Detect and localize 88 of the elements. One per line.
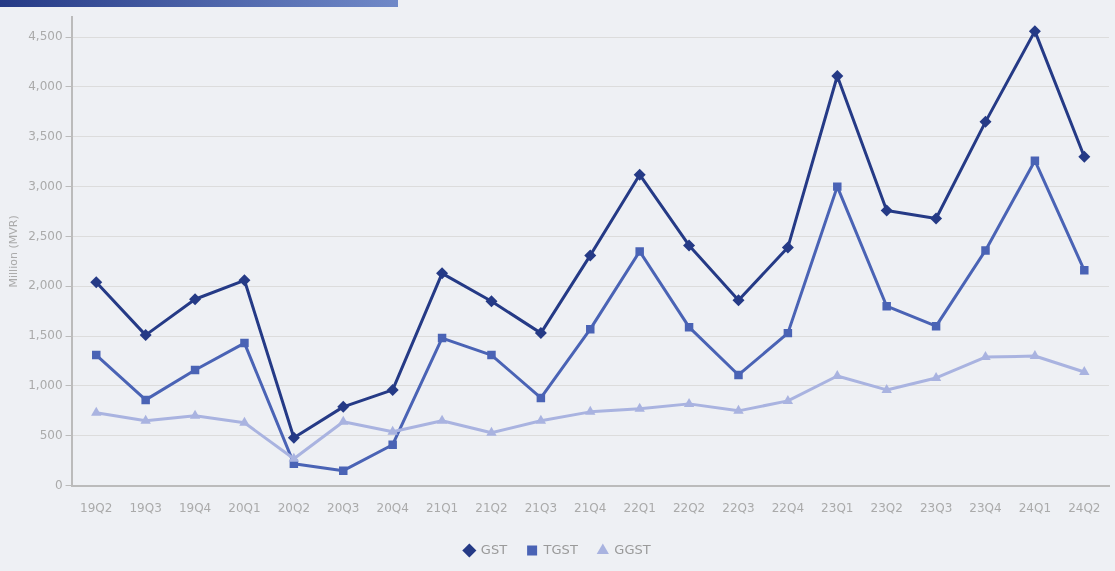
y-tick-label: 1,500 (28, 328, 63, 343)
x-tick-label: 23Q1 (821, 500, 854, 515)
point (584, 249, 597, 262)
y-tick-label: 500 (39, 427, 63, 442)
y-tick-label: 2,500 (28, 228, 63, 243)
point (140, 414, 151, 424)
x-tick-label: 21Q1 (425, 500, 459, 515)
point (436, 267, 449, 280)
point (586, 324, 595, 334)
point (90, 276, 103, 289)
x-tick-label: 22Q4 (771, 500, 805, 515)
point (634, 402, 645, 412)
y-tick-label: 4,500 (28, 29, 63, 44)
x-tick-label: 22Q2 (672, 500, 706, 515)
point (732, 294, 745, 307)
point (238, 274, 251, 287)
x-tick-label: 20Q2 (277, 500, 311, 515)
point (782, 394, 794, 404)
x-tick-label: 19Q4 (178, 500, 212, 515)
y-tick-label: 3,000 (28, 178, 63, 193)
y-tick-label: 1,000 (28, 378, 63, 393)
x-tick-label: 24Q2 (1068, 500, 1101, 515)
legend-label: TGST (542, 541, 578, 557)
point (880, 204, 893, 217)
point (535, 414, 547, 424)
point (485, 295, 498, 308)
point (683, 239, 696, 252)
x-tick-label: 23Q4 (969, 500, 1002, 515)
y-tick-label: 0 (54, 477, 63, 492)
point (683, 397, 695, 407)
point (882, 301, 891, 311)
point (981, 246, 990, 255)
point (881, 383, 892, 393)
point (1080, 266, 1089, 275)
point (633, 168, 646, 181)
point (240, 338, 249, 348)
point (387, 425, 398, 435)
x-tick-label: 20Q4 (376, 500, 409, 515)
point (1030, 156, 1040, 165)
legend-label: GGST (614, 541, 651, 557)
point (832, 369, 843, 379)
point (585, 405, 596, 415)
point (239, 416, 250, 426)
point (139, 329, 152, 342)
y-tick-label: 3,500 (28, 128, 63, 143)
point (287, 431, 300, 444)
point (1078, 150, 1091, 163)
x-tick-label: 23Q3 (919, 500, 953, 515)
point (1028, 25, 1041, 38)
x-tick-label: 22Q1 (623, 500, 656, 515)
point (833, 182, 842, 191)
point (1079, 365, 1090, 375)
point (635, 247, 644, 256)
point (733, 404, 744, 414)
x-tick-label: 20Q1 (228, 500, 261, 515)
x-tick-label: 19Q2 (80, 500, 113, 515)
point (487, 350, 496, 360)
x-tick-label: 24Q1 (1018, 500, 1052, 515)
point (486, 426, 497, 436)
point (831, 70, 844, 82)
point (339, 466, 348, 475)
point (386, 383, 399, 396)
point (189, 293, 202, 306)
point (141, 395, 150, 405)
point (534, 327, 547, 340)
x-tick-label: 21Q4 (574, 500, 607, 515)
point (337, 400, 350, 413)
point (734, 370, 743, 380)
x-tick-label: 22Q3 (722, 500, 755, 515)
x-tick-label: 20Q3 (327, 500, 360, 515)
point (781, 241, 794, 254)
point (930, 212, 943, 225)
y-tick-label: 4,000 (28, 79, 63, 94)
x-tick-label: 21Q2 (475, 500, 508, 515)
legend-label: GST (480, 541, 508, 557)
y-tick-label: 2,000 (28, 278, 63, 293)
x-tick-label: 23Q2 (870, 500, 903, 515)
point (189, 409, 201, 419)
point (288, 452, 300, 462)
point (979, 115, 992, 128)
point (436, 414, 448, 424)
point (338, 415, 349, 425)
point (930, 371, 942, 381)
y-axis-title: Million (MVR) (7, 215, 21, 288)
point (91, 406, 102, 416)
x-tick-label: 21Q3 (524, 500, 558, 515)
x-tick-label: 19Q3 (129, 500, 162, 515)
point (388, 440, 397, 449)
